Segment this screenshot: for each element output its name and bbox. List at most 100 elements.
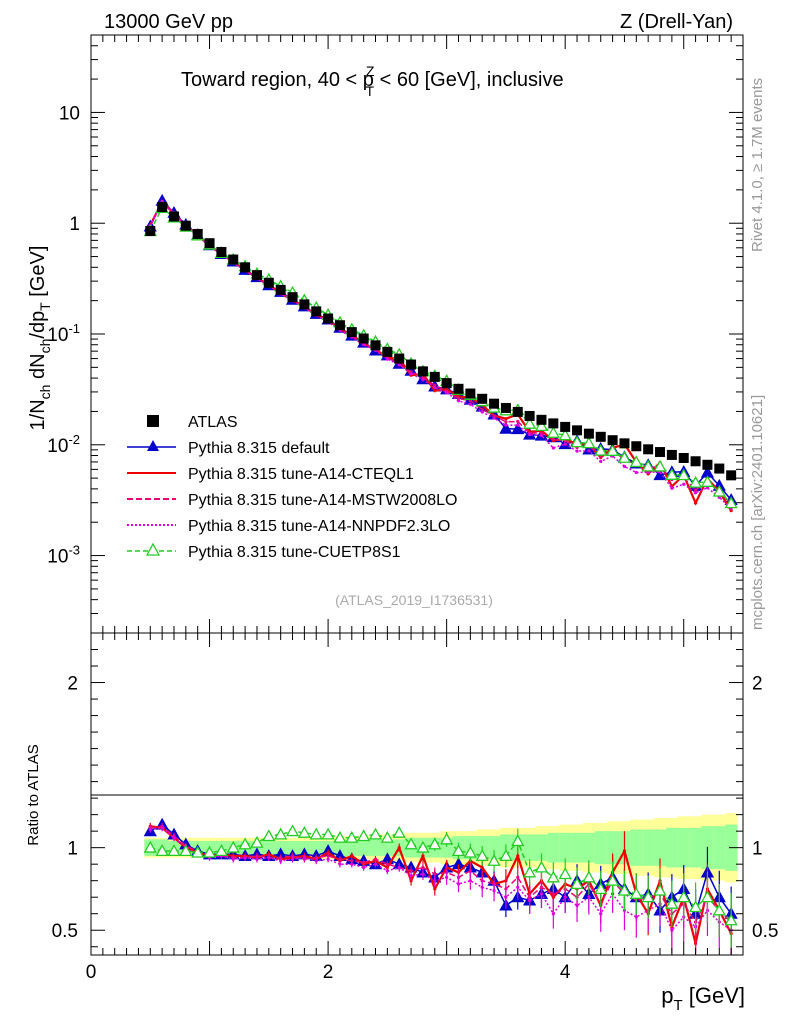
ratio-point-cteql1 [433,887,437,891]
atlas-point [168,211,179,222]
atlas-point [572,425,583,436]
main-point-mstw [693,488,698,492]
main-point-mstw [539,431,544,435]
ratio-point-nnpdf [397,865,401,870]
ratio-point-cuetp8s1 [428,837,442,850]
ratio-point-cteql1 [516,854,520,858]
ratio-point-nnpdf [634,915,638,919]
ratio-point-cuetp8s1 [357,829,371,842]
main-y-axis: 10-3 10-2 10-1 1 10 [47,34,743,634]
ratio-point-cuetp8s1 [179,844,193,857]
ratio-point-cuetp8s1 [404,837,418,850]
ratio-point-nnpdf [172,836,176,840]
atlas-point [358,333,369,344]
ratio-point-nnpdf [267,855,271,860]
atlas-point [311,306,322,317]
header-left: 13000 GeV pp [104,11,233,33]
atlas-point [180,220,191,231]
main-point-nnpdf [539,434,544,438]
xtick-label: 4 [560,962,571,983]
ratio-ytick-label-right: 1 [752,839,763,860]
main-point-cuetp8s1 [523,416,537,429]
main-x-axis [90,35,744,633]
ratio-point-nnpdf [445,875,449,879]
ratio-ytick-label: 0.5 [52,921,78,942]
main-series-mstw [149,199,732,505]
ratio-point-nnpdf [516,885,520,889]
main-ytick-label: 10-2 [47,432,80,457]
atlas-point [429,371,440,382]
ratio-point-cuetp8s1 [665,896,679,909]
ratio-point-cuetp8s1 [688,900,703,913]
ratio-band-inner [630,829,643,866]
ratio-ylabel: Ratio to ATLAS [25,744,42,845]
ratio-band-inner [357,839,371,856]
ratio-band-inner [488,836,501,860]
mcplots-label: mcplots.cern.ch [arXiv:2401.10621] [749,395,766,630]
analysis-watermark: (ATLAS_2019_I1736531) [335,592,493,608]
ratio-point-mstw [338,857,342,861]
main-point-cuetp8s1 [558,428,572,441]
main-point-nnpdf [409,371,413,376]
ratio-band-inner [677,827,691,868]
atlas-point [216,246,227,257]
main-point-nnpdf [504,423,508,427]
ratio-band-inner [559,832,572,863]
legend-atlas-label: ATLAS [188,414,238,431]
ratio-point-nnpdf [231,857,235,861]
main-point-cuetp8s1 [665,468,679,480]
ratio-point-nnpdf [492,889,496,893]
ratio-point-nnpdf [409,874,413,878]
atlas-point [548,418,559,429]
atlas-point [204,238,215,249]
atlas-point [465,388,476,399]
ratio-point-cuetp8s1 [523,865,537,878]
main-ytick-label: 10-1 [47,321,80,346]
main-point-mstw [599,455,603,459]
main-point-cuetp8s1 [688,475,703,488]
legend-cuetp8s1-marker [145,542,161,556]
main-point-cuetp8s1 [712,484,726,497]
main-point-cteql1 [433,389,437,393]
main-point-nnpdf [528,432,532,437]
main-point-nnpdf [480,410,484,414]
ratio-point-nnpdf [290,857,295,861]
ratio-point-cuetp8s1 [605,873,620,886]
ratio-point-cuetp8s1 [700,890,715,903]
atlas-point [228,254,239,265]
ratio-ytick-label: 2 [67,674,78,695]
ratio-point-cuetp8s1 [155,844,169,857]
ratio-point-cuetp8s1 [641,890,655,903]
ratio-point-mstw [551,892,555,896]
atlas-point [157,202,168,213]
atlas-point [406,359,417,370]
ratio-point-mstw [373,857,378,861]
atlas-point [583,428,594,439]
main-series-cuetp8s1 [149,206,732,504]
ratio-point-cuetp8s1 [333,830,347,843]
main-point-nnpdf [456,399,461,403]
ratio-band-inner [654,829,667,866]
atlas-point [477,393,488,404]
ratio-point-cuetp8s1 [380,830,394,843]
atlas-point [690,456,701,467]
legend-mstw-label: Pythia 8.315 tune-A14-MSTW2008LO [188,492,457,509]
ratio-point-cuetp8s1 [250,835,264,848]
ratio-band-inner [571,832,584,863]
ratio-series-cteql1 [150,825,733,944]
ratio-point-cuetp8s1 [345,830,359,843]
legend-cuetp8s1-label: Pythia 8.315 tune-CUETP8S1 [188,544,401,561]
ratio-point-nnpdf [302,855,306,860]
atlas-point [441,378,452,389]
ratio-point-nnpdf [599,912,603,916]
main-point-mstw [421,375,425,380]
atlas-point [192,228,203,239]
main-point-default [511,422,525,435]
xtick-label: 2 [323,962,334,983]
ratio-point-nnpdf [243,855,247,860]
main-panel: 10-3 10-2 10-1 1 10 Toward region, 40 < pZ T … [27,34,744,634]
atlas-point [263,277,274,288]
atlas-point [346,327,357,338]
atlas-point [251,270,262,281]
ratio-point-cuetp8s1 [534,860,549,873]
